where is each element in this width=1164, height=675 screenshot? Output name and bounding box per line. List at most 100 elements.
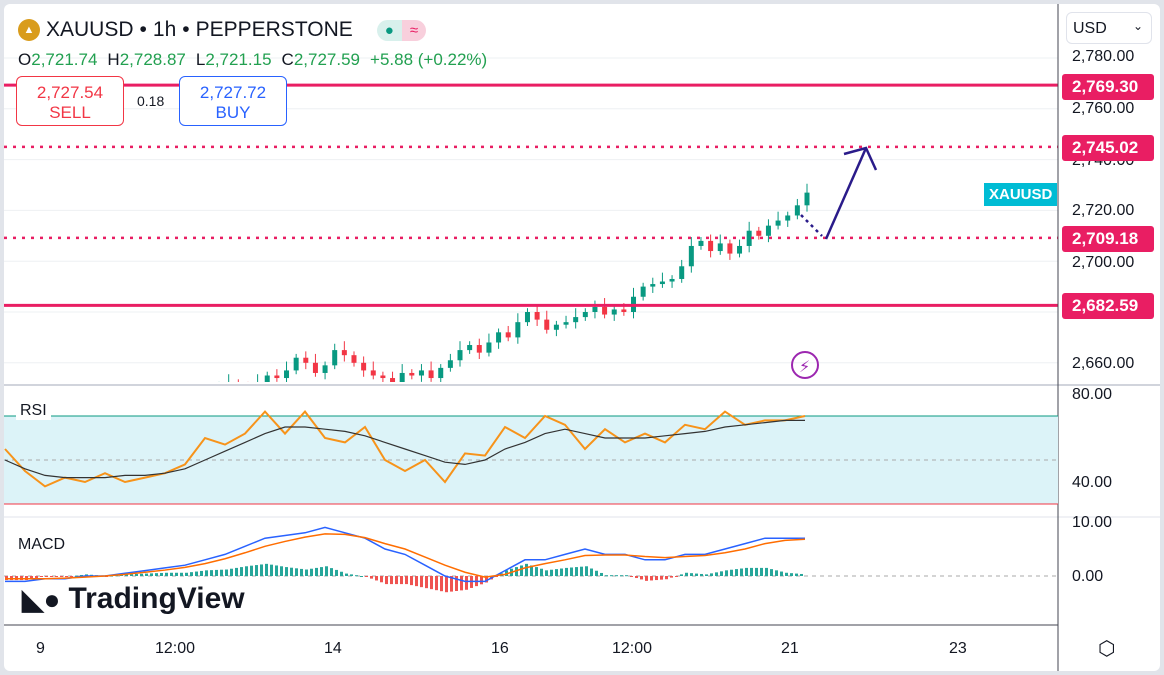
candle-body [727,243,733,254]
level-tag[interactable]: 2,682.59 [1062,293,1154,319]
candle-body [293,357,299,371]
macd-histogram-bar [420,576,423,588]
macd-histogram-bar [765,567,768,576]
price-tick: 2,700.00 [1072,254,1135,271]
candle-body [698,240,704,246]
macd-histogram-bar [220,569,223,576]
level-tag[interactable]: 2,745.02 [1062,135,1154,161]
macd-histogram-bar [210,570,213,576]
macd-histogram-bar [800,573,803,576]
candle-body [332,350,338,366]
macd-histogram-bar [530,565,533,576]
symbol-name[interactable]: XAUUSD [46,18,134,41]
macd-histogram-bar [50,576,53,577]
candle-body [669,278,675,282]
macd-histogram-bar [30,576,33,580]
candle-body [592,306,598,312]
macd-histogram-bar [145,573,148,576]
sell-label: SELL [49,103,91,122]
macd-histogram-bar [465,576,468,590]
macd-histogram-bar [385,576,388,585]
candle-body [582,312,588,318]
candle-body [544,319,550,330]
rsi-tick: 80.00 [1072,386,1113,403]
projection-arrow [824,147,868,240]
candle-body [351,355,357,363]
chart-canvas[interactable]: ⚡ [4,4,1160,671]
spread: 0.18 [137,93,165,109]
candle-body [679,266,685,279]
settings-hexagon-icon[interactable]: ⬡ [1098,638,1116,660]
tradingview-logo[interactable]: ◣● TradingView [22,582,245,616]
macd-histogram-bar [680,574,683,576]
macd-histogram-bar [200,570,203,576]
open-label: O [18,50,32,69]
time-tick: 12:00 [612,640,653,657]
currency-value: USD [1073,20,1107,37]
market-status-pill[interactable]: ● ≈ [376,19,427,41]
macd-label[interactable]: MACD [18,536,66,553]
level-tag[interactable]: 2,769.30 [1062,74,1154,100]
currency-select[interactable]: USD ⌄ [1066,12,1152,44]
candle-body [418,370,424,376]
macd-histogram-bar [75,575,78,577]
macd-histogram-bar [665,576,668,580]
price-tick: 2,780.00 [1072,48,1135,65]
macd-histogram-bar [545,570,548,576]
macd-histogram-bar [295,568,298,576]
macd-histogram-bar [205,570,208,576]
macd-histogram-bar [625,575,628,577]
macd-histogram-bar [195,571,198,576]
macd-histogram-bar [185,572,188,576]
macd-histogram-bar [795,573,798,576]
macd-histogram-bar [240,567,243,576]
level-tag[interactable]: 2,709.18 [1062,226,1154,252]
macd-tick: 10.00 [1072,514,1113,531]
macd-histogram-bar [425,576,428,589]
separator: • [139,18,147,41]
macd-histogram-bar [515,567,518,576]
macd-histogram-bar [635,576,638,579]
macd-histogram-bar [80,574,83,576]
candle-body [505,332,511,338]
macd-histogram-bar [605,575,608,577]
sell-price: 2,727.54 [36,83,104,102]
macd-tick: 0.00 [1072,568,1104,585]
delay-icon: ≈ [401,19,427,41]
macd-histogram-bar [550,569,553,576]
buy-label: BUY [215,103,251,122]
macd-histogram-bar [245,566,248,576]
macd-histogram-bar [35,576,38,579]
macd-histogram-bar [555,569,558,576]
gold-logo-icon: ▲ [18,19,40,41]
macd-histogram-bar [250,565,253,576]
macd-histogram-bar [130,574,133,576]
macd-histogram-bar [410,576,413,586]
sell-button[interactable]: 2,727.54 SELL [16,76,124,126]
macd-histogram-bar [645,576,648,581]
macd-histogram-bar [690,573,693,576]
interval[interactable]: 1h [152,18,177,41]
lightning-event-icon [791,351,819,379]
macd-histogram-bar [745,567,748,576]
buy-button[interactable]: 2,727.72 BUY [179,76,287,126]
macd-histogram-bar [275,565,278,576]
macd-histogram-bar [570,567,573,576]
macd-histogram-bar [560,568,563,576]
candle-body [756,230,762,236]
candle-body [217,388,222,393]
macd-histogram-bar [655,576,658,581]
rsi-label[interactable]: RSI [16,402,51,420]
macd-histogram-bar [715,572,718,576]
macd-histogram-bar [320,567,323,576]
time-tick: 16 [491,640,509,657]
macd-histogram-bar [770,569,773,576]
macd-histogram-bar [70,576,73,577]
symbol-header: ▲ XAUUSD • 1h • PEPPERSTONE ● ≈ [18,18,427,42]
candle-body [361,362,367,371]
macd-histogram-bar [720,571,723,576]
candle-body [380,375,386,379]
high-label: H [107,50,120,69]
macd-histogram-bar [300,568,303,576]
macd-histogram-bar [540,568,543,576]
